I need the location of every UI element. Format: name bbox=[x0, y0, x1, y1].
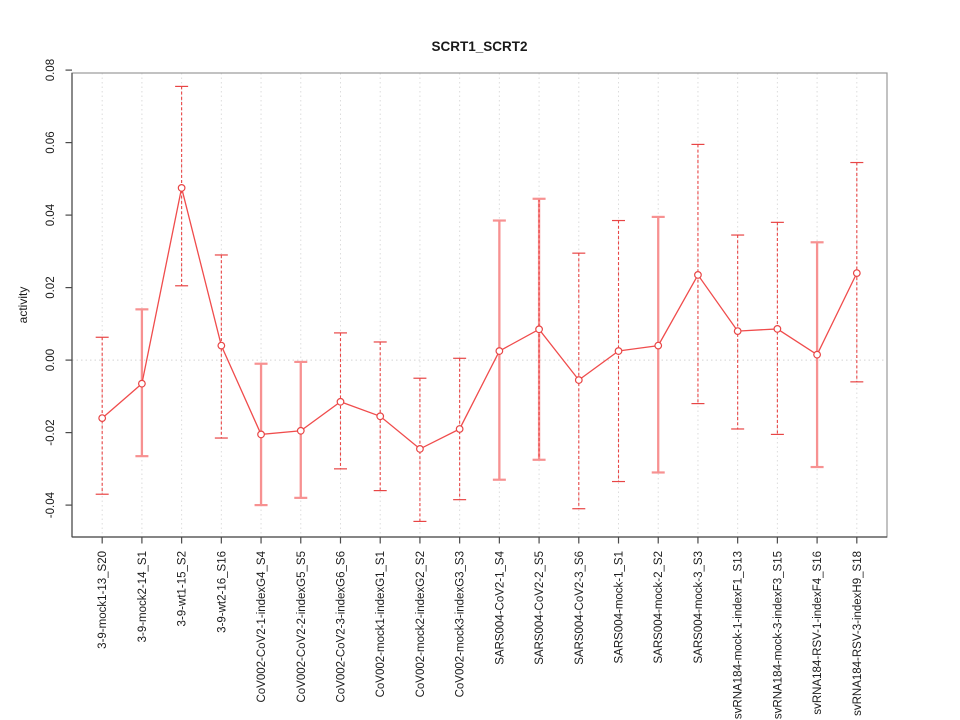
x-tick-label: svRNA184-RSV-3-indexH9_S18 bbox=[852, 551, 864, 716]
data-point bbox=[98, 414, 107, 423]
x-tick-label: SARS004-mock-3_S3 bbox=[693, 551, 705, 664]
data-point bbox=[495, 347, 504, 355]
y-tick-label: 0.08 bbox=[45, 59, 57, 81]
data-point bbox=[535, 325, 543, 334]
data-point bbox=[694, 271, 702, 279]
x-tick-label: 3-9-mock2-14_S1 bbox=[137, 551, 149, 642]
y-tick-label: 0.02 bbox=[45, 276, 57, 298]
x-tick-label: CoV002-CoV2-3-indexG6_S6 bbox=[335, 551, 347, 703]
y-tick-label: 0.00 bbox=[45, 349, 57, 371]
x-tick-label: 3-9-wt2-16_S16 bbox=[216, 551, 228, 633]
x-tick-label: 3-9-wt1-15_S2 bbox=[177, 551, 189, 626]
data-point bbox=[455, 425, 464, 433]
data-point bbox=[217, 341, 226, 350]
data-point bbox=[336, 397, 345, 406]
y-tick-label: 0.06 bbox=[45, 131, 57, 153]
data-point bbox=[852, 269, 861, 278]
x-tick-label: SARS004-CoV2-1_S4 bbox=[494, 550, 506, 664]
data-point bbox=[813, 350, 821, 359]
x-tick-label: SARS004-mock-1_S1 bbox=[614, 551, 626, 664]
x-tick-label: CoV002-CoV2-2-indexG5_S5 bbox=[296, 551, 308, 703]
chart-generated-layers: -0.04 -0.02 0.00 0.02 0.04 0.06 0.08 3-9-mock1-… bbox=[45, 59, 888, 719]
x-tick-label: SARS004-CoV2-3_S6 bbox=[574, 551, 586, 665]
data-point bbox=[733, 327, 742, 336]
data-point bbox=[376, 412, 385, 421]
x-tick-label: CoV002-mock3-indexG3_S3 bbox=[455, 551, 467, 697]
data-point bbox=[773, 325, 782, 333]
data-point bbox=[654, 341, 663, 350]
y-axis-label: activity bbox=[16, 287, 30, 324]
x-tick-label: CoV002-mock1-indexG1_S1 bbox=[375, 551, 387, 697]
chart-title: SCRT1_SCRT2 bbox=[431, 39, 527, 54]
data-point bbox=[257, 430, 265, 439]
series-line bbox=[101, 187, 858, 450]
data-point bbox=[416, 445, 424, 453]
x-tick-label: svRNA184-mock-3-indexF3_S15 bbox=[772, 551, 784, 719]
x-tick-label: SARS004-mock-2_S2 bbox=[653, 551, 665, 664]
y-tick-label: -0.02 bbox=[45, 419, 57, 445]
y-tick-label: 0.04 bbox=[45, 203, 57, 226]
x-tick-label: CoV002-mock2-indexG2_S2 bbox=[415, 551, 427, 697]
x-tick-label: 3-9-mock1-13_S20 bbox=[97, 551, 109, 649]
x-tick-label: svRNA184-mock-1-indexF1_S13 bbox=[733, 551, 745, 719]
data-point bbox=[296, 426, 305, 435]
data-point bbox=[138, 379, 146, 388]
data-point bbox=[177, 184, 186, 192]
y-tick-label: -0.04 bbox=[45, 491, 57, 518]
plot-border bbox=[71, 72, 888, 538]
x-tick-label: CoV002-CoV2-1-indexG4_S4 bbox=[256, 550, 268, 702]
x-tick-label: SARS004-CoV2-2_S5 bbox=[534, 551, 546, 665]
data-point bbox=[574, 376, 583, 384]
x-tick-label: svRNA184-RSV-1-indexF4_S16 bbox=[812, 551, 824, 715]
data-point bbox=[614, 347, 623, 355]
